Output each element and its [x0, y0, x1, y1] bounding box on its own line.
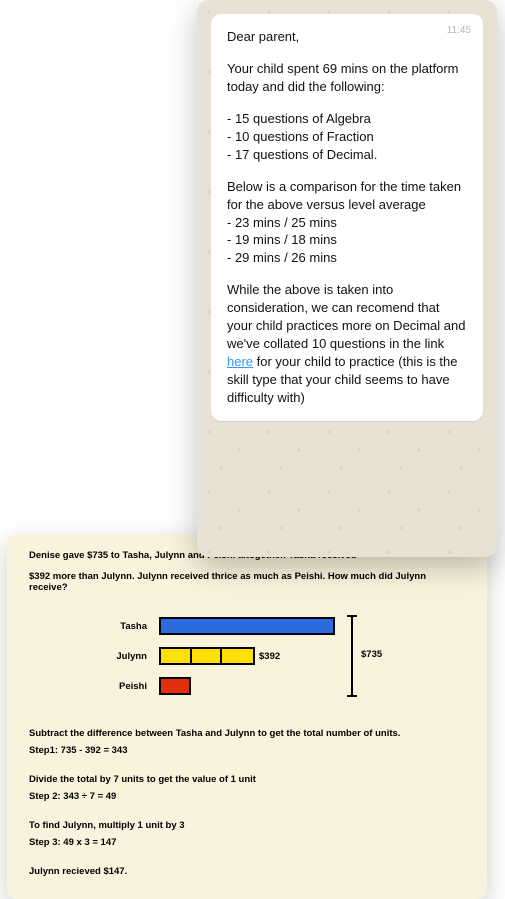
- activity-item: 10 questions of Fraction: [227, 128, 467, 146]
- activity-item: 17 questions of Decimal.: [227, 146, 467, 164]
- activity-item: 15 questions of Algebra: [227, 110, 467, 128]
- question-line-2: $392 more than Julynn. Julynn received t…: [29, 571, 465, 593]
- step-1-desc: Subtract the difference between Tasha an…: [29, 728, 465, 739]
- step-3-calc: Step 3: 49 x 3 = 147: [29, 837, 465, 848]
- bar-model-diagram: Tasha Julynn $392 Peishi $735: [29, 615, 465, 710]
- chart-bar: [159, 647, 255, 665]
- chart-extra-label: $392: [259, 651, 280, 662]
- chat-bubble: 11:45 Dear parent, Your child spent 69 m…: [211, 14, 483, 421]
- chart-bar: [159, 677, 191, 695]
- compare-intro: Below is a comparison for the time taken…: [227, 178, 467, 268]
- worksheet-card: Denise gave $735 to Tasha, Julynn and Pe…: [7, 534, 487, 899]
- chart-row-label: Julynn: [29, 651, 159, 662]
- step-2-desc: Divide the total by 7 units to get the v…: [29, 774, 465, 785]
- chart-row-label: Peishi: [29, 681, 159, 692]
- chart-row-label: Tasha: [29, 621, 159, 632]
- step-2: Divide the total by 7 units to get the v…: [29, 774, 465, 802]
- total-label: $735: [361, 649, 382, 660]
- step-3: To find Julynn, multiply 1 unit by 3 Ste…: [29, 820, 465, 848]
- step-1: Subtract the difference between Tasha an…: [29, 728, 465, 756]
- total-bracket-line: [351, 615, 353, 697]
- message-timestamp: 11:45: [447, 24, 471, 38]
- step-2-calc: Step 2: 343 ÷ 7 = 49: [29, 791, 465, 802]
- step-3-desc: To find Julynn, multiply 1 unit by 3: [29, 820, 465, 831]
- chart-bar: [159, 617, 335, 635]
- worksheet-answer: Julynn recieved $147.: [29, 866, 465, 877]
- recommendation-text: While the above is taken into considerat…: [227, 281, 467, 407]
- greeting-text: Dear parent,: [227, 28, 467, 46]
- practice-link[interactable]: here: [227, 354, 253, 369]
- step-1-calc: Step1: 735 - 392 = 343: [29, 745, 465, 756]
- intro-text: Your child spent 69 mins on the platform…: [227, 60, 467, 96]
- chat-card: 11:45 Dear parent, Your child spent 69 m…: [197, 0, 497, 557]
- activity-list: 15 questions of Algebra10 questions of F…: [227, 110, 467, 164]
